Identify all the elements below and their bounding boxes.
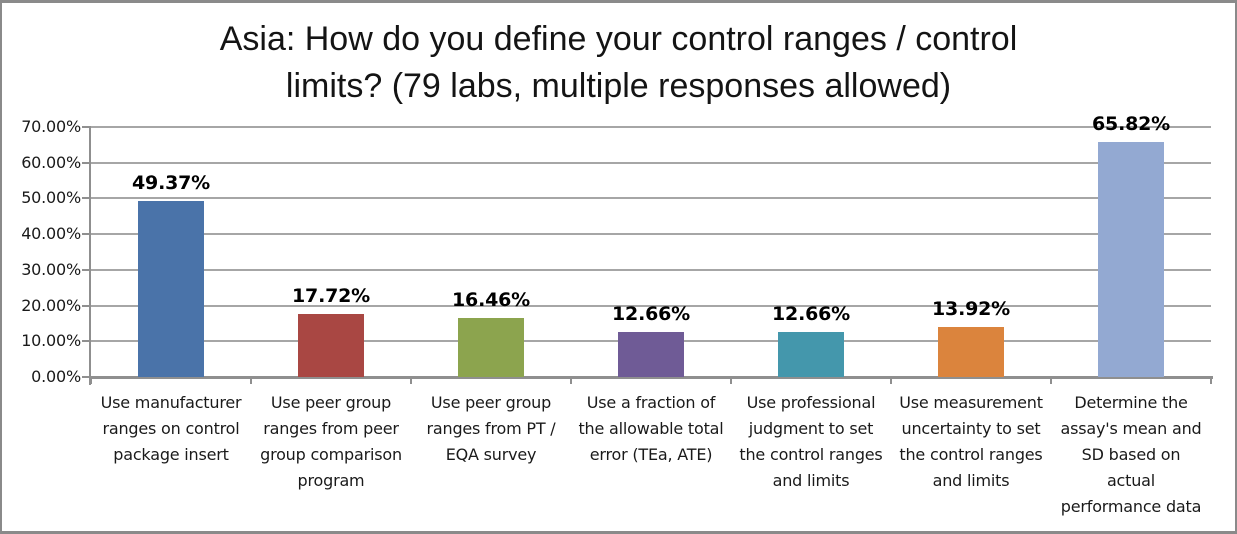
bar-1 bbox=[138, 200, 204, 377]
y-axis-tick bbox=[82, 233, 91, 236]
x-axis-tick bbox=[730, 377, 732, 384]
y-axis-label: 60.00% bbox=[21, 152, 81, 172]
y-axis-tick bbox=[82, 126, 91, 128]
bar-value-label: 65.82% bbox=[1092, 112, 1170, 135]
x-axis-label: Use a fraction of the allowable total er… bbox=[578, 393, 724, 464]
bar-7 bbox=[1098, 141, 1164, 377]
bar-value-label: 16.46% bbox=[452, 289, 530, 312]
bar-3 bbox=[458, 318, 524, 377]
y-axis-label: 10.00% bbox=[21, 331, 81, 351]
x-axis-label: Determine the assay's mean and SD based … bbox=[1060, 393, 1202, 516]
bar-value-label: 12.66% bbox=[612, 302, 690, 325]
y-axis-line bbox=[89, 127, 91, 385]
y-axis-label: 30.00% bbox=[21, 259, 81, 279]
bar-5 bbox=[778, 331, 844, 377]
gridline bbox=[91, 304, 1211, 307]
x-axis-tick bbox=[570, 377, 572, 384]
y-axis-label: 0.00% bbox=[31, 367, 81, 386]
x-axis-tick bbox=[1210, 377, 1212, 384]
y-axis-label: 20.00% bbox=[21, 295, 81, 315]
bar-value-label: 17.72% bbox=[292, 284, 370, 307]
x-axis-label: Use peer group ranges from PT / EQA surv… bbox=[426, 393, 556, 464]
bar-2 bbox=[298, 313, 364, 377]
plot-area: 0.00% 10.00% 20.00% 30.00% 40.00% 50.00% 60.00… bbox=[21, 113, 1213, 516]
x-axis-tick bbox=[90, 377, 92, 384]
gridline bbox=[91, 197, 1211, 200]
bar-value-label: 49.37% bbox=[132, 171, 210, 194]
bar-4 bbox=[618, 331, 684, 377]
y-axis-tick bbox=[82, 340, 91, 343]
gridline bbox=[91, 161, 1211, 164]
bar-value-label: 12.66% bbox=[772, 302, 850, 325]
y-axis-tick bbox=[82, 161, 91, 164]
bar-value-label: 13.92% bbox=[932, 298, 1010, 321]
chart-title-line2: limits? (79 labs, multiple responses all… bbox=[285, 67, 952, 105]
gridline bbox=[91, 126, 1211, 128]
x-axis-label: Use professional judgment to set the con… bbox=[739, 393, 883, 490]
gridline bbox=[91, 268, 1211, 271]
y-axis-label: 70.00% bbox=[21, 117, 81, 136]
x-axis-label: Use peer group ranges from peer group co… bbox=[260, 393, 402, 490]
gridline bbox=[91, 233, 1211, 236]
x-axis-tick bbox=[1050, 377, 1052, 384]
chart-title: Asia: How do you define your control ran… bbox=[2, 16, 1235, 110]
y-axis-tick bbox=[82, 376, 91, 378]
y-axis-tick bbox=[82, 268, 91, 271]
bar-6 bbox=[938, 327, 1004, 377]
x-axis-line bbox=[89, 376, 1213, 379]
y-axis-tick bbox=[82, 197, 91, 200]
y-axis-tick bbox=[82, 304, 91, 307]
x-axis-tick bbox=[890, 377, 892, 384]
y-axis-label: 50.00% bbox=[21, 188, 81, 208]
chart-title-line1: Asia: How do you define your control ran… bbox=[219, 20, 1018, 58]
x-axis-label: Use measurement uncertainty to set the c… bbox=[899, 393, 1043, 490]
y-axis-label: 40.00% bbox=[21, 224, 81, 244]
x-axis-tick bbox=[250, 377, 252, 384]
x-axis-tick bbox=[410, 377, 412, 384]
x-axis-label: Use manufacturer ranges on control packa… bbox=[100, 393, 242, 464]
